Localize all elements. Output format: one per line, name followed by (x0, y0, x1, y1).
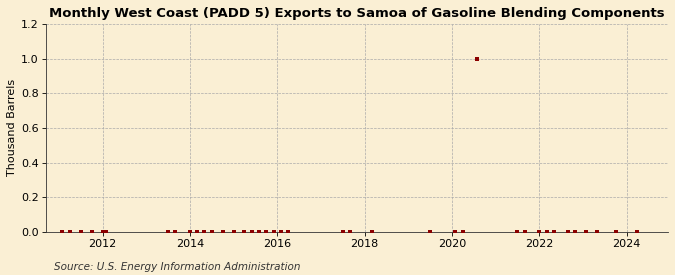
Point (541, 230, 552, 234)
Point (261, 230, 272, 234)
Point (170, 230, 181, 234)
Point (207, 230, 217, 234)
Point (450, 230, 461, 234)
Point (283, 230, 294, 234)
Point (592, 230, 603, 234)
Point (254, 230, 265, 234)
Point (367, 230, 377, 234)
Point (563, 230, 574, 234)
Point (192, 230, 202, 234)
Point (610, 230, 621, 234)
Point (275, 230, 286, 234)
Point (338, 230, 348, 234)
Point (64, 230, 75, 234)
Point (472, 56, 483, 61)
Point (101, 230, 111, 234)
Point (632, 230, 643, 234)
Point (199, 230, 210, 234)
Point (228, 230, 239, 234)
Point (458, 230, 468, 234)
Point (239, 230, 250, 234)
Point (246, 230, 257, 234)
Point (520, 230, 531, 234)
Point (184, 230, 195, 234)
Point (345, 230, 356, 234)
Point (57, 230, 68, 234)
Point (217, 230, 228, 234)
Point (425, 230, 435, 234)
Y-axis label: Thousand Barrels: Thousand Barrels (7, 79, 17, 177)
Point (581, 230, 592, 234)
Point (570, 230, 581, 234)
Point (86, 230, 97, 234)
Point (269, 230, 279, 234)
Title: Monthly West Coast (PADD 5) Exports to Samoa of Gasoline Blending Components: Monthly West Coast (PADD 5) Exports to S… (49, 7, 665, 20)
Point (512, 230, 523, 234)
Point (548, 230, 559, 234)
Point (163, 230, 173, 234)
Point (534, 230, 545, 234)
Text: Source: U.S. Energy Information Administration: Source: U.S. Energy Information Administ… (54, 262, 300, 272)
Point (97, 230, 108, 234)
Point (76, 230, 86, 234)
